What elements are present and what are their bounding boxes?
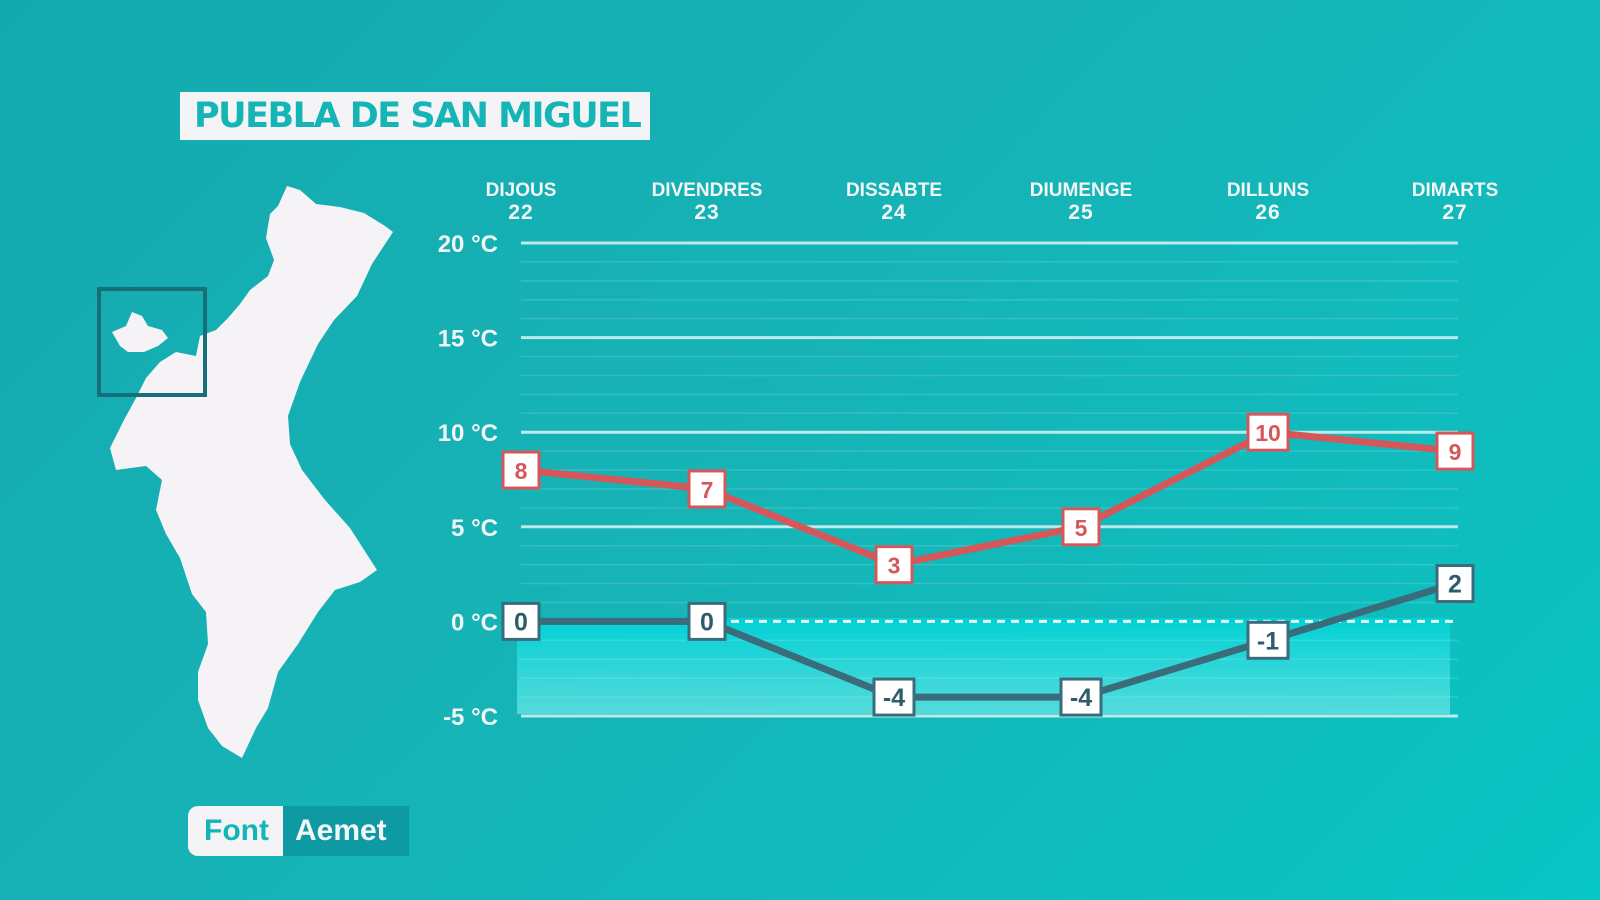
source-label: Font xyxy=(188,806,283,856)
series-min: 0 0 -4 -4 -1 2 xyxy=(501,564,1475,717)
max-point-marker xyxy=(501,450,541,490)
title-banner: PUEBLA DE SAN MIGUEL xyxy=(180,92,651,140)
x-day-number: 24 xyxy=(881,201,906,224)
x-day-number: 22 xyxy=(508,201,533,224)
x-day-label: DISSABTE xyxy=(846,180,942,201)
min-data-label: 2 xyxy=(1448,571,1462,599)
y-tick-label: -5 °C xyxy=(443,704,498,731)
valencian-community-map-icon xyxy=(97,186,393,758)
y-axis-ticks: 20 °C 15 °C 10 °C 5 °C 0 °C -5 °C xyxy=(438,231,498,731)
min-point-marker xyxy=(1246,620,1290,660)
x-day-number: 26 xyxy=(1255,201,1280,224)
x-day-label: DILLUNS xyxy=(1227,180,1309,201)
min-point-marker xyxy=(1059,677,1103,717)
y-tick-label: 20 °C xyxy=(438,231,498,258)
minor-gridlines xyxy=(521,261,1458,698)
x-day-number: 27 xyxy=(1442,201,1467,224)
x-day-label: DIJOUS xyxy=(486,180,557,201)
min-data-label: -4 xyxy=(1070,684,1092,712)
source-badge: Font Aemet xyxy=(188,806,409,856)
min-point-marker xyxy=(687,601,727,641)
x-day-number: 23 xyxy=(694,201,719,224)
max-temperature-line xyxy=(520,428,1456,569)
max-data-label: 10 xyxy=(1255,420,1281,446)
max-data-label: 9 xyxy=(1449,439,1462,465)
max-data-label: 3 xyxy=(888,553,901,579)
x-day-label: DIMARTS xyxy=(1412,180,1499,201)
min-point-marker xyxy=(1435,564,1475,604)
min-temperature-line xyxy=(521,580,1457,701)
source-name: Aemet xyxy=(282,806,409,856)
y-tick-label: 10 °C xyxy=(438,420,498,447)
max-point-marker xyxy=(1246,412,1290,452)
min-data-label: -4 xyxy=(883,684,905,712)
x-day-number: 25 xyxy=(1068,201,1093,224)
max-data-label: 8 xyxy=(515,458,528,484)
y-tick-label: 0 °C xyxy=(451,609,498,636)
max-point-marker xyxy=(874,545,914,585)
min-point-marker xyxy=(872,677,916,717)
x-day-label: DIVENDRES xyxy=(652,180,763,201)
series-max: 8 7 3 5 10 9 xyxy=(501,412,1475,585)
y-tick-label: 5 °C xyxy=(451,515,498,542)
max-point-marker xyxy=(1061,507,1101,547)
max-data-label: 7 xyxy=(701,477,714,503)
min-point-marker xyxy=(501,601,541,641)
min-data-label: -1 xyxy=(1257,627,1279,655)
max-data-label: 5 xyxy=(1075,515,1088,541)
min-data-label: 0 xyxy=(700,608,714,636)
y-tick-label: 15 °C xyxy=(438,326,498,353)
max-point-marker xyxy=(687,469,727,509)
min-data-label: 0 xyxy=(514,608,528,636)
x-day-label: DIUMENGE xyxy=(1030,180,1132,201)
max-point-marker xyxy=(1435,431,1475,471)
page-title: PUEBLA DE SAN MIGUEL xyxy=(194,96,642,136)
